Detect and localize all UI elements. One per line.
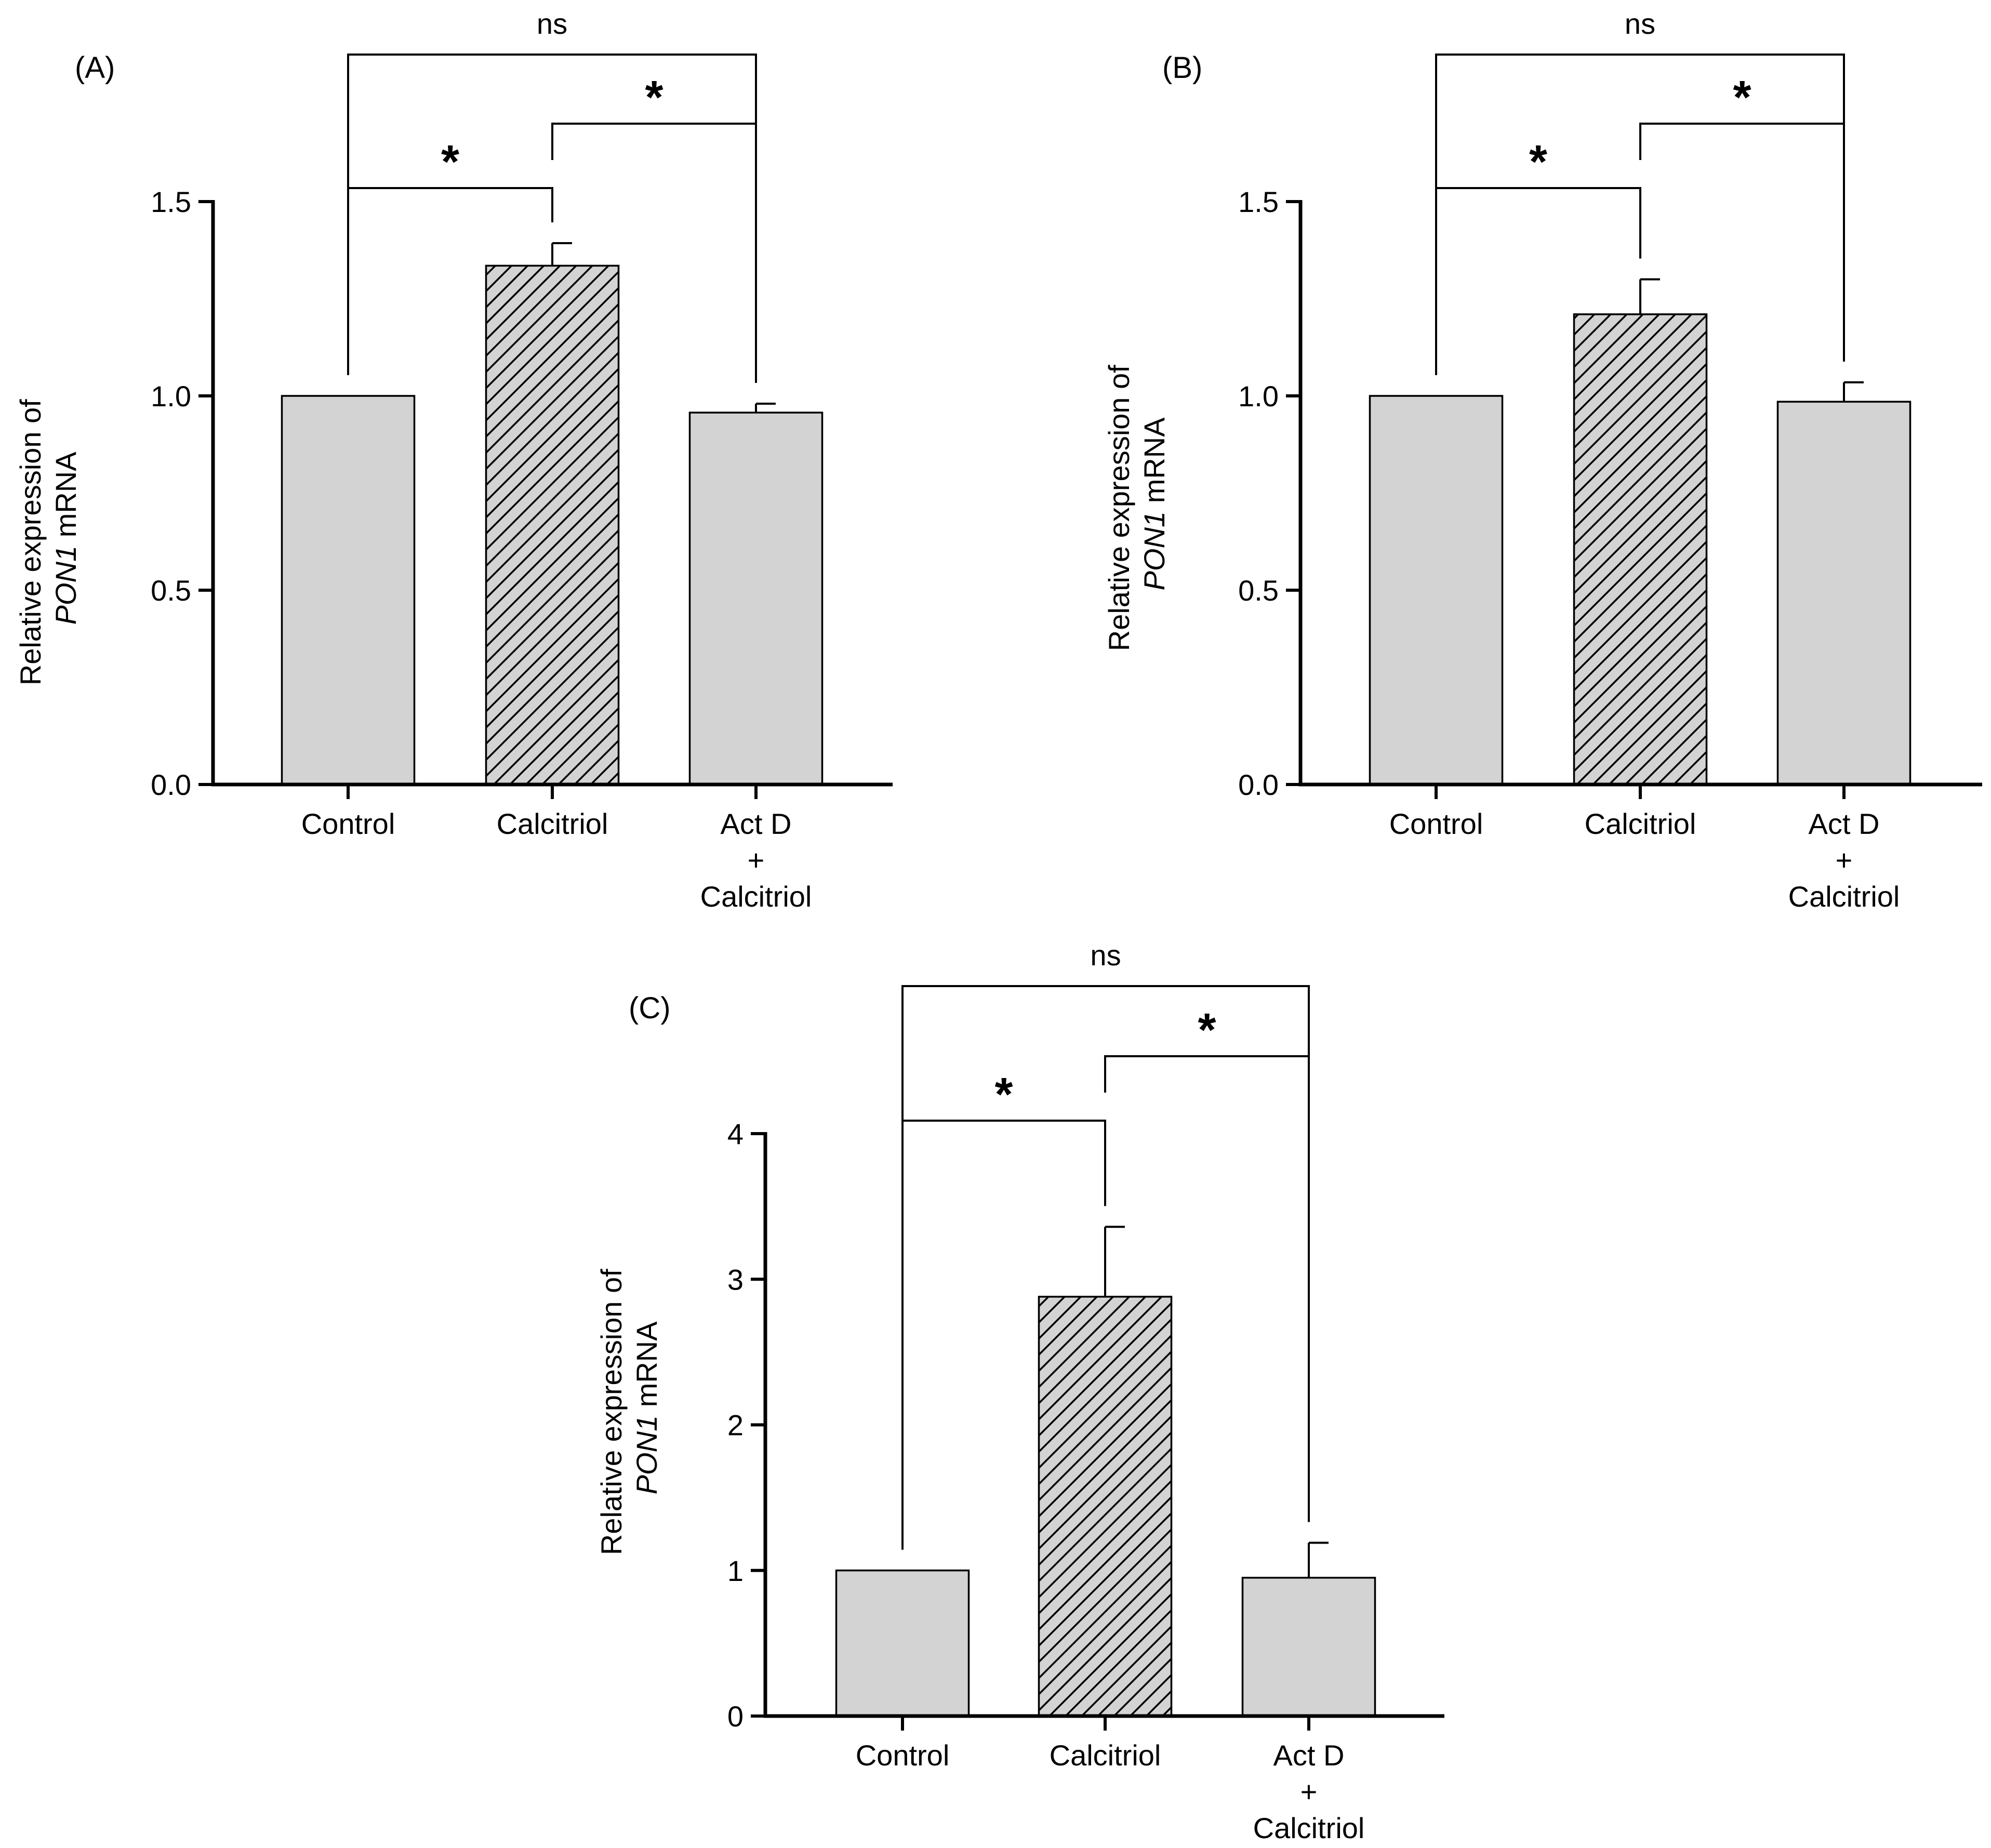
significance-label: *	[1529, 136, 1547, 188]
x-tick-label: Act D + Calcitriol	[1253, 1739, 1365, 1844]
x-tick-label-line: Calcitriol	[1585, 807, 1696, 840]
significance-bracket	[1435, 54, 1845, 375]
y-axis-label-line2: PON1 mRNA	[49, 451, 82, 625]
x-tick-label-line: +	[1300, 1775, 1318, 1808]
bar-control	[1369, 395, 1504, 786]
significance-label: *	[1733, 72, 1751, 124]
x-tick-label-line: Control	[1389, 807, 1483, 840]
chart-marks: 0.0 0.5 1.0 1.5 Control Calcitriol Act D + Calci…	[151, 7, 893, 913]
x-tick-label-line: Calcitriol	[497, 807, 608, 840]
significance-label: ns	[1090, 939, 1121, 972]
significance-bracket	[347, 54, 757, 383]
y-axis-label-line1: Relative expression of	[1103, 365, 1135, 651]
y-tick-label: 2	[727, 1409, 744, 1442]
significance-label: ns	[537, 7, 567, 40]
bar-calcitriol	[485, 264, 620, 786]
y-tick-label: 3	[727, 1263, 744, 1296]
x-tick-label-line: Control	[301, 807, 395, 840]
y-axis-label-unit: mRNA	[1138, 417, 1171, 511]
x-tick-label: Calcitriol	[1585, 807, 1696, 840]
y-axis-label-unit: mRNA	[630, 1321, 663, 1415]
y-axis-label: Relative expression of PON1 mRNA	[1103, 357, 1171, 652]
bar-act-d-calcitriol	[1241, 1577, 1376, 1717]
x-tick-label-line: Calcitriol	[1050, 1739, 1161, 1772]
y-axis-label-gene: PON1	[1138, 511, 1171, 591]
x-tick-label: Act D + Calcitriol	[1788, 807, 1900, 913]
y-axis-label-gene: PON1	[630, 1415, 663, 1495]
chart-marks: 0 1 2 3 4 Control Calcitriol Act D + Calcitriol * *…	[727, 939, 1444, 1844]
x-tick-label: Act D + Calcitriol	[700, 807, 812, 913]
y-axis-label-line2: PON1 mRNA	[1138, 417, 1171, 591]
y-axis-label-gene: PON1	[49, 546, 82, 625]
panel-label: (B)	[1162, 51, 1202, 85]
y-tick-label: 1	[727, 1554, 744, 1587]
panel-label: (A)	[75, 51, 115, 85]
y-tick-label: 0.5	[151, 574, 191, 607]
y-axis-label-line1: Relative expression of	[14, 399, 47, 685]
chart-marks: 0.0 0.5 1.0 1.5 Control Calcitriol Act D + Calci…	[1238, 7, 1982, 913]
x-tick-label: Control	[856, 1739, 950, 1772]
x-tick-label-line: Calcitriol	[1788, 880, 1900, 913]
significance-label: *	[994, 1069, 1013, 1121]
y-tick-label: 0.0	[151, 768, 191, 801]
bar-act-d-calcitriol	[1776, 401, 1912, 786]
x-tick-label-line: Act D	[1809, 807, 1880, 840]
y-tick-label: 1.5	[151, 185, 191, 218]
significance-label: *	[441, 136, 459, 188]
y-axis-label-line1: Relative expression of	[595, 1269, 628, 1555]
bar-control	[835, 1570, 970, 1717]
x-tick-label: Control	[301, 807, 395, 840]
bar-calcitriol	[1038, 1296, 1173, 1717]
y-tick-label: 1.5	[1238, 185, 1279, 218]
y-axis-label: Relative expression of PON1 mRNA	[14, 391, 82, 686]
panel-b: (B) Relative expression of PON1 mRNA 0.0…	[1103, 7, 1982, 913]
significance-label: ns	[1625, 7, 1655, 40]
significance-label: *	[1198, 1004, 1216, 1056]
bar-control	[281, 395, 416, 786]
x-tick-label-line: Calcitriol	[700, 880, 812, 913]
x-tick-label-line: +	[748, 844, 765, 876]
panel-c: (C) Relative expression of PON1 mRNA 0 1 2…	[595, 939, 1444, 1844]
y-tick-label: 1.0	[151, 380, 191, 413]
x-tick-label: Calcitriol	[1050, 1739, 1161, 1772]
y-axis-label: Relative expression of PON1 mRNA	[595, 1261, 663, 1555]
y-tick-label: 0	[727, 1700, 744, 1733]
x-tick-label-line: Control	[856, 1739, 950, 1772]
panel-a: (A) Relative expression of PON1 mRNA 0.0…	[14, 7, 893, 913]
bar-calcitriol	[1573, 313, 1708, 786]
y-tick-label: 0.0	[1238, 768, 1279, 801]
y-tick-label: 0.5	[1238, 574, 1279, 607]
x-tick-label-line: Calcitriol	[1253, 1812, 1365, 1844]
y-axis-label-unit: mRNA	[49, 451, 82, 546]
panel-label: (C)	[629, 991, 671, 1025]
y-tick-label: 1.0	[1238, 380, 1279, 413]
significance-bracket	[901, 985, 1310, 1550]
x-tick-label: Control	[1389, 807, 1483, 840]
significance-label: *	[645, 72, 663, 124]
x-tick-label-line: Act D	[721, 807, 792, 840]
x-tick-label: Calcitriol	[497, 807, 608, 840]
y-axis-label-line2: PON1 mRNA	[630, 1321, 663, 1495]
x-tick-label-line: +	[1836, 844, 1853, 876]
x-tick-label-line: Act D	[1273, 1739, 1345, 1772]
bar-act-d-calcitriol	[688, 411, 824, 786]
y-tick-label: 4	[727, 1118, 744, 1150]
